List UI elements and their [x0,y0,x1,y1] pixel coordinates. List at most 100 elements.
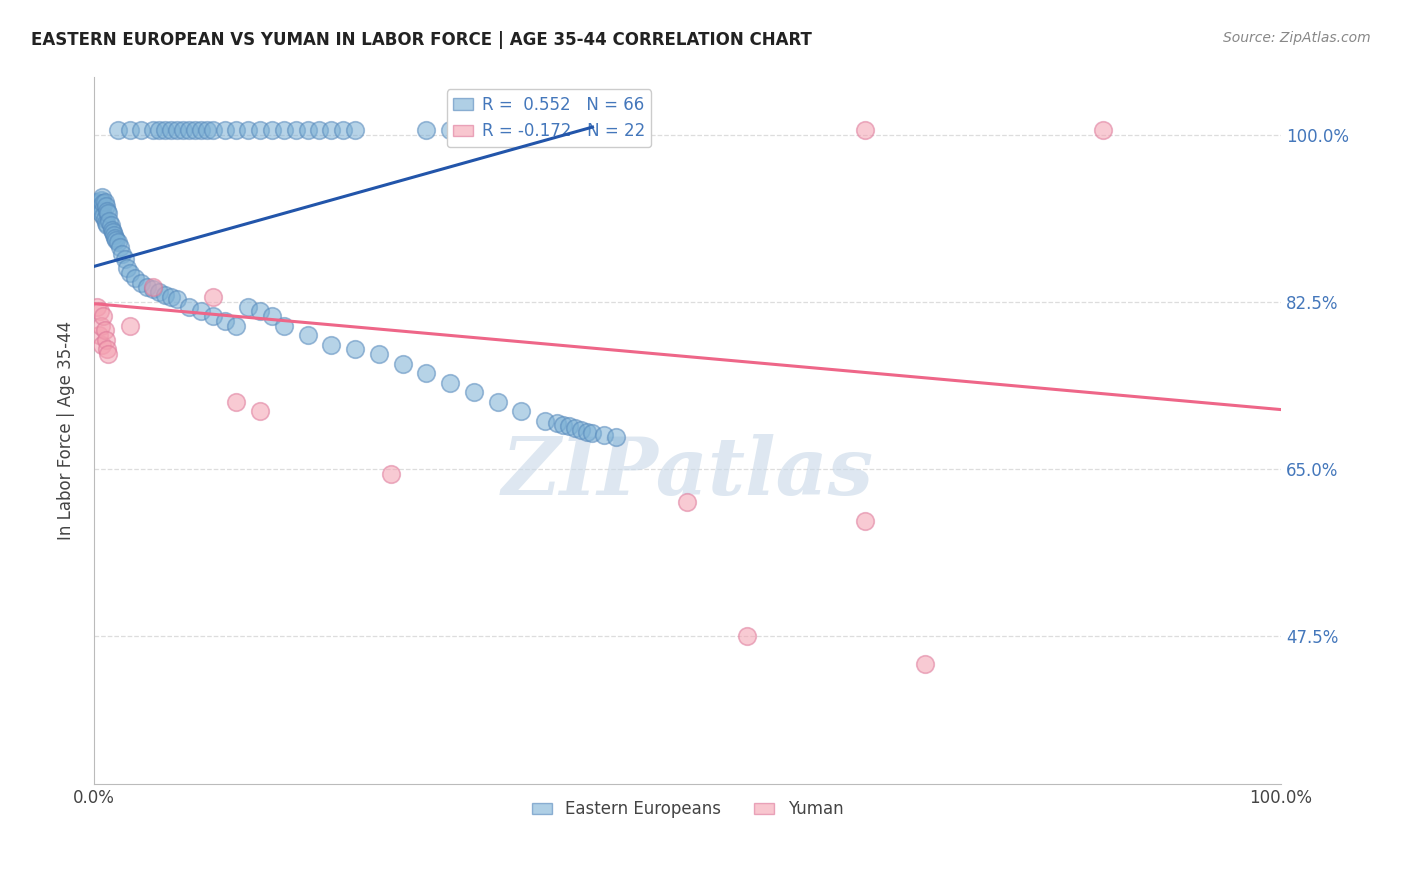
Point [225,395,247,409]
Point [160,123,183,137]
Point [564,123,586,137]
Point [214,314,236,328]
Point [1091,123,1114,137]
Point [190,304,212,318]
Point [415,123,437,137]
Legend: Eastern Europeans, Yuman: Eastern Europeans, Yuman [524,794,849,825]
Point [100,219,122,233]
Point [184,123,207,137]
Point [735,629,758,643]
Point [148,285,170,300]
Point [103,227,125,242]
Point [160,290,183,304]
Point [391,357,413,371]
Text: Source: ZipAtlas.com: Source: ZipAtlas.com [1223,31,1371,45]
Point [201,309,224,323]
Point [558,418,581,433]
Point [605,430,627,444]
Point [100,223,122,237]
Point [486,395,509,409]
Point [284,123,307,137]
Point [569,423,592,437]
Point [93,309,115,323]
Point [439,123,461,137]
Point [91,204,114,219]
Point [124,271,146,285]
Point [367,347,389,361]
Point [93,194,115,209]
Point [238,123,260,137]
Point [249,123,271,137]
Point [380,467,402,481]
Point [474,123,496,137]
Point [195,123,218,137]
Point [118,318,141,333]
Point [439,376,461,390]
Point [214,123,236,137]
Point [101,225,124,239]
Point [114,252,136,266]
Point [98,213,121,227]
Point [93,323,115,337]
Point [166,123,188,137]
Point [676,495,699,509]
Point [90,193,112,207]
Point [86,194,108,209]
Point [96,343,118,357]
Point [89,199,111,213]
Point [93,196,115,211]
Point [94,333,117,347]
Point [97,347,120,361]
Point [190,123,212,137]
Text: ZIPatlas: ZIPatlas [502,434,873,512]
Point [332,123,354,137]
Point [89,304,111,318]
Point [136,280,159,294]
Point [344,123,367,137]
Point [107,235,129,249]
Point [201,290,224,304]
Point [177,123,200,137]
Point [96,204,118,219]
Point [273,123,295,137]
Point [546,416,568,430]
Point [593,428,616,442]
Point [148,123,170,137]
Point [93,209,115,223]
Point [172,123,194,137]
Point [564,421,586,435]
Point [115,261,138,276]
Point [118,266,141,280]
Point [260,309,283,323]
Point [142,280,165,294]
Point [96,219,118,233]
Point [415,367,437,381]
Point [855,514,877,528]
Point [142,123,165,137]
Point [105,233,128,247]
Y-axis label: In Labor Force | Age 35-44: In Labor Force | Age 35-44 [58,321,75,541]
Point [107,123,129,137]
Point [534,414,557,428]
Point [308,123,330,137]
Point [177,300,200,314]
Point [131,123,153,137]
Point [534,123,557,137]
Point [914,657,936,672]
Point [108,240,131,254]
Point [86,300,108,314]
Point [463,385,485,400]
Text: EASTERN EUROPEAN VS YUMAN IN LABOR FORCE | AGE 35-44 CORRELATION CHART: EASTERN EUROPEAN VS YUMAN IN LABOR FORCE… [31,31,811,49]
Point [551,417,574,432]
Point [153,288,176,302]
Point [510,404,533,418]
Point [249,404,271,418]
Point [297,328,319,343]
Point [575,425,598,439]
Point [104,231,127,245]
Point [90,206,112,220]
Point [581,426,603,441]
Point [551,123,574,137]
Point [260,123,283,137]
Point [273,318,295,333]
